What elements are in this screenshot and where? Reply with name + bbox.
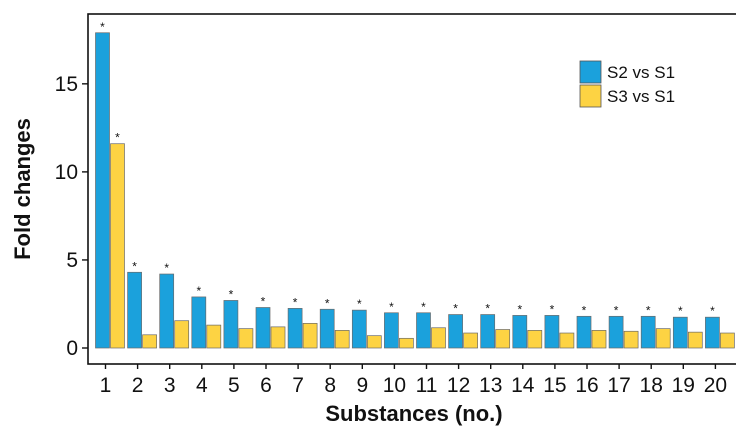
legend-label-s3: S3 vs S1 [607,87,675,106]
significance-star: * [196,284,201,298]
bar-s3-1 [110,143,125,349]
bar-s3-16 [591,330,607,349]
legend-swatch-s3 [579,84,602,108]
bar-s2-15 [544,315,560,349]
x-tick-label: 17 [607,374,630,397]
bar-s3-10 [399,337,414,349]
significance-star: * [550,302,555,316]
bar-s2-19 [672,316,688,349]
x-tick-label: 9 [356,374,368,397]
y-tick-label: 15 [55,73,78,96]
x-tick-label: 13 [479,374,502,397]
bar-s3-20 [720,332,735,349]
bar-s3-4 [206,324,222,349]
significance-star: * [132,259,137,273]
x-tick-label: 2 [132,374,144,397]
bars-group [95,32,735,349]
significance-star: * [485,302,490,316]
x-tick-label: 6 [260,374,272,397]
plot-frame [87,13,736,365]
bar-s3-8 [334,330,350,349]
bar-s3-2 [142,334,157,349]
significance-star: * [293,295,298,309]
significance-star: * [229,287,234,301]
y-tick-label: 5 [66,249,78,272]
y-tick-label: 0 [66,337,78,360]
bar-s2-13 [480,314,496,349]
significance-star: * [614,303,619,317]
significance-star: * [261,294,266,308]
significance-star: * [421,300,426,314]
significance-star: * [164,261,169,275]
bar-s2-12 [448,314,463,349]
x-tick-label: 5 [228,374,240,397]
x-axis: 1 2 3 4 5 6 7 8 9 10 11 12 13 14 15 16 17 18 19 20 [100,364,727,397]
x-tick-label: 19 [672,374,695,397]
x-tick-label: 1 [100,374,112,397]
bar-s2-16 [576,315,592,349]
bar-s2-1 [95,32,110,349]
bar-s3-19 [687,331,703,349]
significance-star: * [517,302,522,316]
significance-star: * [325,296,330,310]
bar-s3-14 [527,330,543,349]
y-tick-label: 10 [55,161,78,184]
legend: S2 vs S1 S3 vs S1 [579,60,675,108]
x-tick-label: 11 [416,374,438,397]
bar-s3-3 [174,320,190,349]
bar-s2-8 [319,308,335,349]
bar-s3-9 [366,335,382,349]
x-axis-title: Substances (no.) [325,401,502,426]
bar-s3-13 [495,329,511,349]
bar-s2-4 [191,296,207,349]
x-tick-label: 10 [383,374,406,397]
significance-star: * [646,303,651,317]
x-tick-label: 8 [324,374,336,397]
bar-s2-6 [255,307,271,349]
bar-s2-11 [416,312,431,349]
significance-star: * [582,303,587,317]
significance-star: * [678,304,683,318]
x-tick-label: 12 [447,374,470,397]
significance-star: * [115,131,120,145]
x-tick-label: 7 [292,374,304,397]
bar-s2-10 [384,312,399,349]
bar-s3-17 [623,330,639,349]
x-tick-label: 14 [511,374,535,397]
bar-s2-3 [159,273,175,349]
x-tick-label: 18 [640,374,663,397]
bar-s3-6 [270,326,286,349]
legend-label-s2: S2 vs S1 [607,63,675,82]
bar-s2-14 [512,315,528,349]
x-tick-label: 4 [196,374,208,397]
bar-s3-15 [559,332,575,349]
x-tick-label: 20 [704,374,727,397]
significance-star: * [389,300,394,314]
significance-star: * [710,304,715,318]
bar-s3-11 [431,327,446,349]
bar-s2-5 [223,300,239,349]
bar-s2-17 [608,315,624,349]
y-axis: 0 5 10 15 [55,73,88,360]
bar-s2-7 [287,308,303,349]
legend-swatch-s2 [579,60,602,84]
significance-star: * [453,302,458,316]
bar-s3-12 [463,332,478,349]
significance-markers: * * * * * * * * * * * * * * * * * * * * * [100,20,715,318]
bar-s2-9 [351,309,367,349]
bar-s3-5 [238,328,254,349]
significance-star: * [357,297,362,311]
bar-s2-18 [640,315,656,349]
significance-star: * [100,20,105,34]
bar-s3-7 [302,322,318,349]
bar-s3-18 [655,328,671,349]
x-tick-label: 15 [543,374,566,397]
x-tick-label: 3 [164,374,176,397]
bar-s2-20 [705,316,720,349]
x-tick-label: 16 [575,374,598,397]
y-axis-title: Fold changes [10,118,35,260]
bar-s2-2 [127,271,142,349]
